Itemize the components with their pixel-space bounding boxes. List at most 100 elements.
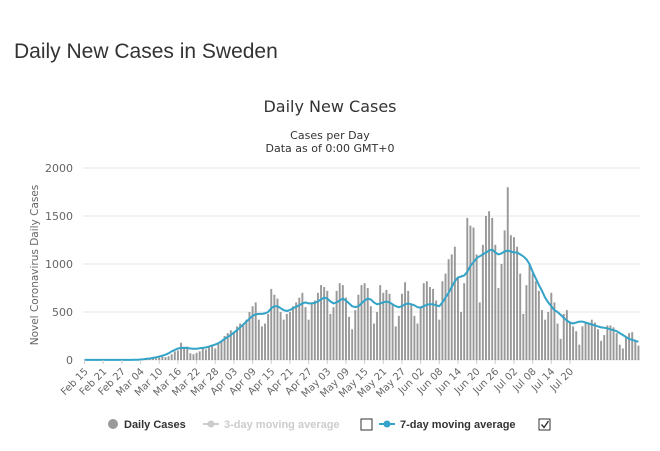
daily-case-bar [404, 282, 407, 360]
daily-case-bar [450, 254, 453, 360]
daily-case-bar [413, 315, 416, 360]
daily-case-bar [544, 319, 547, 360]
daily-case-bar [537, 290, 540, 360]
daily-case-bar [547, 312, 550, 360]
daily-case-bar [503, 230, 506, 360]
legend-daily-cases[interactable]: Daily Cases [108, 419, 186, 431]
legend-seven-day-average[interactable]: 7-day moving average [379, 419, 516, 431]
daily-case-bar [559, 338, 562, 360]
daily-case-bar [279, 312, 282, 360]
daily-case-bar [329, 313, 332, 360]
daily-case-bar [170, 354, 173, 360]
daily-case-bar [553, 302, 556, 360]
legend-three-day-average[interactable]: 3-day moving average [203, 419, 340, 431]
daily-case-bar [509, 235, 512, 360]
daily-case-bar [239, 323, 242, 360]
daily-case-bar [419, 306, 422, 360]
daily-case-bar [242, 324, 245, 360]
daily-case-bar [481, 244, 484, 360]
daily-case-bar [556, 323, 559, 360]
daily-case-bar [531, 273, 534, 360]
daily-case-bar [497, 288, 500, 360]
daily-case-bar [158, 357, 161, 360]
daily-case-bar [625, 337, 627, 360]
daily-case-bar [435, 300, 438, 360]
daily-case-bar [379, 285, 382, 360]
y-tick-label: 0 [66, 354, 73, 367]
daily-case-bar [382, 292, 385, 360]
daily-case-bar [391, 304, 394, 360]
daily-case-bar [192, 354, 195, 360]
daily-case-bar [438, 319, 441, 360]
daily-case-bar [344, 297, 347, 360]
daily-case-bar [276, 298, 279, 360]
daily-case-bar [316, 292, 319, 360]
seven-day-marker-icon [383, 420, 391, 428]
daily-case-bar [267, 313, 270, 360]
daily-case-bar [447, 259, 450, 360]
daily-case-bar [569, 321, 571, 360]
daily-case-bar [634, 340, 637, 360]
daily-case-bar [453, 246, 456, 360]
daily-case-bar [348, 316, 351, 360]
y-axis-title: Novel Coronavirus Daily Cases [29, 185, 41, 346]
legend-three-day-average-label: 3-day moving average [224, 419, 340, 431]
daily-case-bar [376, 312, 379, 360]
daily-case-bar [584, 321, 587, 360]
daily-case-bar [351, 329, 354, 360]
daily-case-bar [304, 307, 307, 360]
daily-case-bar [400, 293, 403, 360]
daily-case-bar [425, 281, 428, 360]
daily-case-bar [257, 319, 260, 360]
daily-case-bar [500, 264, 503, 360]
daily-case-bar [335, 290, 338, 360]
daily-case-bar [360, 285, 363, 360]
daily-case-bar [441, 281, 444, 360]
daily-case-bar [472, 227, 475, 360]
daily-case-bar [603, 335, 606, 360]
daily-case-bar [229, 330, 232, 360]
daily-case-bar [264, 323, 267, 360]
daily-case-bar [572, 326, 575, 360]
daily-case-bar [195, 352, 198, 360]
daily-case-bar [587, 323, 590, 360]
daily-case-bar [466, 217, 469, 360]
daily-case-bar [513, 237, 515, 360]
daily-case-bar [282, 319, 285, 360]
daily-case-bar [562, 313, 565, 360]
daily-case-bar [463, 283, 466, 360]
daily-case-bar [422, 283, 425, 360]
daily-case-bar [198, 351, 201, 360]
seven-day-average-line [84, 248, 639, 361]
daily-case-bar [578, 344, 581, 360]
daily-case-bar [456, 277, 459, 360]
daily-case-bar [208, 347, 210, 360]
daily-case-bar [363, 283, 366, 360]
daily-case-bar [217, 342, 220, 360]
daily-case-bar [366, 288, 369, 360]
daily-case-bar [478, 302, 481, 360]
daily-case-bar [615, 333, 618, 360]
daily-case-bar [204, 349, 207, 360]
legend-daily-cases-label: Daily Cases [124, 419, 186, 431]
seven-day-average-checkbox[interactable] [538, 418, 551, 431]
daily-case-bar [506, 187, 509, 360]
daily-case-bar [469, 225, 472, 360]
daily-case-bar [388, 293, 391, 360]
daily-case-bar [488, 211, 491, 360]
three-day-average-checkbox[interactable] [360, 418, 373, 431]
daily-case-bar [606, 325, 609, 360]
daily-case-bar [575, 331, 578, 360]
daily-case-bar [394, 326, 397, 360]
daily-case-bar [590, 319, 593, 360]
daily-case-bar [260, 326, 263, 360]
daily-case-bars [83, 187, 640, 360]
daily-case-bar [631, 332, 634, 360]
daily-case-bar [236, 326, 238, 360]
daily-case-bar [220, 341, 223, 360]
daily-case-bar [155, 358, 158, 360]
daily-case-bar [201, 348, 204, 360]
daily-case-bar [164, 357, 167, 360]
daily-case-bar [550, 292, 553, 360]
